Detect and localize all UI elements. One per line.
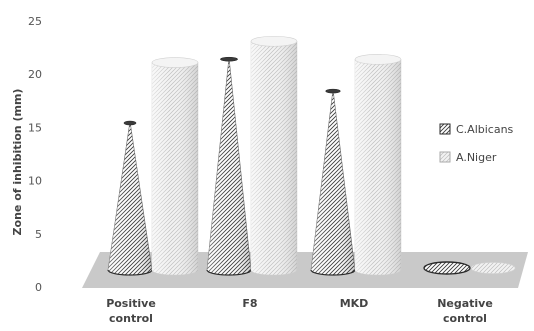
y-tick-label: 20 (28, 68, 42, 81)
x-tick-label: control (109, 312, 153, 325)
legend-item: C.Albicans (439, 123, 514, 136)
y-tick-label: 15 (28, 121, 42, 134)
cone-bar (206, 56, 252, 276)
x-tick-label: Positive (106, 297, 156, 310)
x-tick-label: Negative (437, 297, 493, 310)
x-tick-label: F8 (242, 297, 257, 310)
cylinder-bar (250, 35, 298, 276)
cone-bar (107, 120, 153, 276)
cylinder-bar (470, 262, 516, 274)
y-tick-label: 25 (28, 15, 42, 28)
y-axis-title: Zone of inhibition (mm) (11, 89, 24, 236)
cylinder-bar (151, 57, 199, 276)
x-tick-label: MKD (340, 297, 369, 310)
y-tick-label: 10 (28, 175, 42, 188)
cone-bar (423, 261, 471, 275)
legend: C.Albicans A.Niger (439, 123, 514, 164)
plot-area (107, 35, 516, 276)
y-axis-ticks: 0 5 10 15 20 25 (28, 15, 42, 294)
legend-label: A.Niger (456, 151, 497, 164)
cylinder-bar (354, 54, 402, 276)
x-tick-label: control (443, 312, 487, 325)
cone-bar (310, 88, 356, 276)
x-axis-ticks: Positive control F8 MKD Negative control (106, 297, 493, 325)
legend-label: C.Albicans (456, 123, 514, 136)
y-tick-label: 0 (35, 281, 42, 294)
legend-swatch (439, 151, 451, 163)
y-tick-label: 5 (35, 228, 42, 241)
legend-swatch (439, 123, 451, 135)
legend-item: A.Niger (439, 151, 497, 164)
